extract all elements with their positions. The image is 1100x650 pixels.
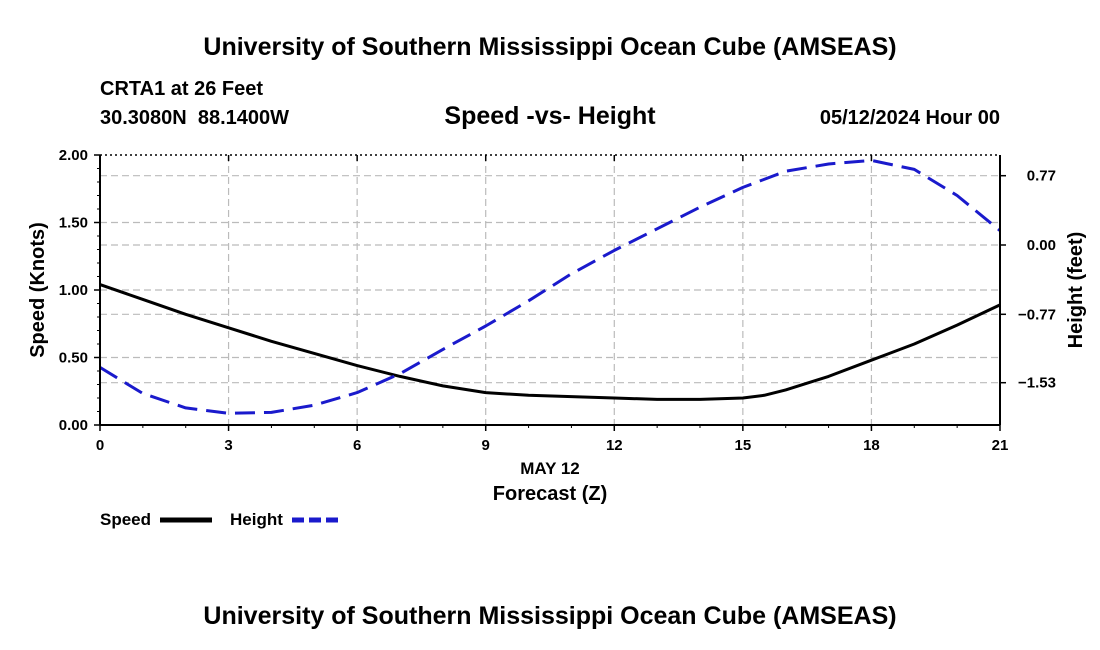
legend: Speed Height [100,510,342,529]
y-tick-label: 1.00 [59,282,88,299]
x-axis-title: Forecast (Z) [493,483,607,505]
datetime-label: 05/12/2024 Hour 00 [820,107,1000,129]
y2-tick-label: 0.77 [1027,168,1056,185]
x-tick-label: 9 [482,437,490,454]
coordinates-label: 30.3080N 88.1400W [100,107,289,129]
chart-subtitle: Speed -vs- Height [444,102,656,130]
x-axis-date: MAY 12 [520,459,580,478]
tick-labels: 0 3 6 9 12 15 18 21 0.00 0.50 1.00 1.50 2.00 −1.53 −0.… [59,147,1056,454]
y2-tick-label: −0.77 [1018,306,1056,323]
x-tick-label: 18 [863,437,880,454]
grid-lines [100,155,1000,425]
y-tick-label: 2.00 [59,147,88,164]
footer-title: University of Southern Mississippi Ocean… [203,602,896,630]
y-tick-label: 0.50 [59,350,88,367]
y-tick-label: 1.50 [59,215,88,232]
x-tick-label: 0 [96,437,104,454]
series-lines [99,158,1001,415]
x-tick-label: 6 [353,437,361,454]
y2-axis-title: Height (feet) [1065,232,1087,349]
y2-tick-label: −1.53 [1018,375,1056,392]
x-tick-label: 21 [992,437,1009,454]
y2-tick-label: 0.00 [1027,237,1056,254]
station-label: CRTA1 at 26 Feet [100,78,263,100]
legend-height-label: Height [230,510,283,529]
legend-speed-label: Speed [100,510,151,529]
series-line-height [99,158,1001,415]
x-tick-label: 3 [224,437,232,454]
axes [94,154,1006,431]
series-line-speed [99,283,1001,401]
y-axis-title: Speed (Knots) [27,222,49,358]
x-tick-label: 12 [606,437,623,454]
chart-title: University of Southern Mississippi Ocean… [203,33,896,61]
x-tick-label: 15 [735,437,752,454]
y-tick-label: 0.00 [59,417,88,434]
